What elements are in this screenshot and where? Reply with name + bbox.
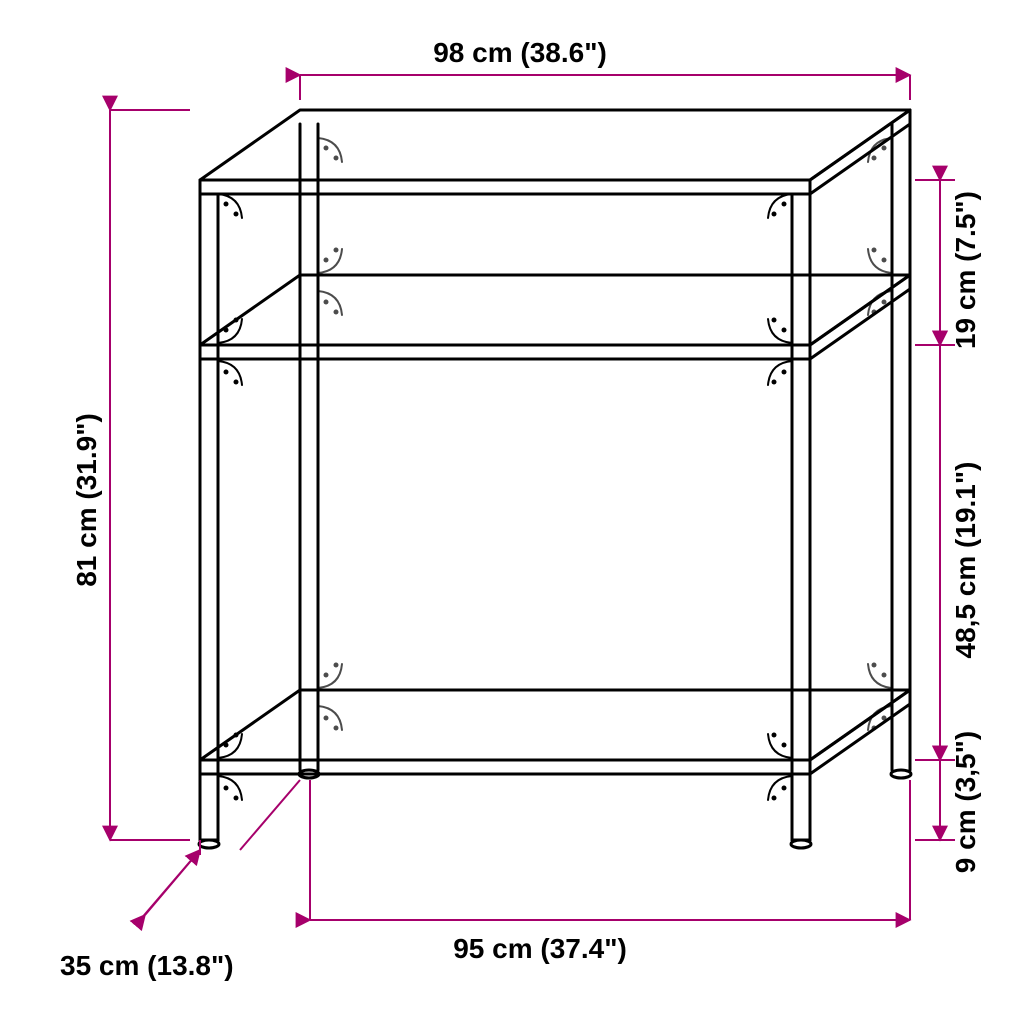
product-drawing (199, 110, 911, 848)
dim-bottom-width: 95 cm (37.4") (453, 933, 627, 964)
dim-total-height: 81 cm (31.9") (71, 413, 102, 587)
dim-gap-mid: 48,5 cm (19.1") (950, 462, 981, 659)
dimension-diagram: 98 cm (38.6") 81 cm (31.9") 35 cm (13.8"… (0, 0, 1024, 1024)
dim-gap-top: 19 cm (7.5") (950, 191, 981, 349)
dim-depth: 35 cm (13.8") (60, 950, 234, 981)
dim-top-width: 98 cm (38.6") (433, 37, 607, 68)
dim-foot: 9 cm (3,5") (950, 731, 981, 873)
